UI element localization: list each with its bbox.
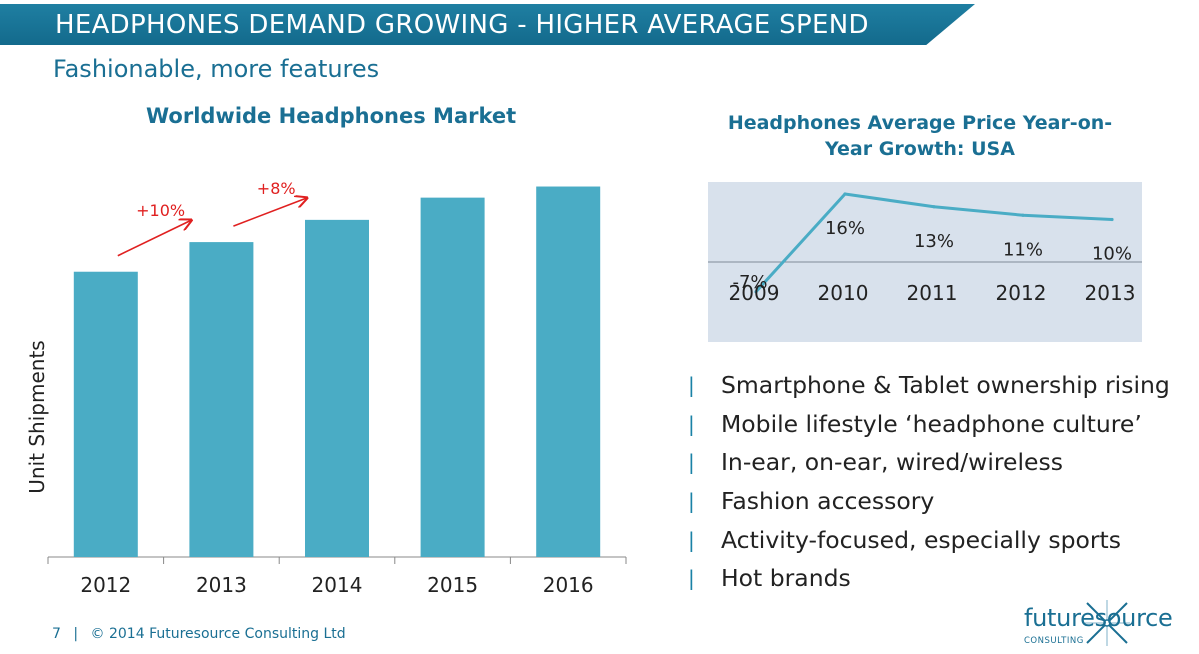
bar-2013: [189, 242, 254, 557]
growth-arrow-1: [117, 220, 192, 257]
x-tick-label-2016: 2016: [543, 573, 594, 597]
data-point-2012: [1021, 213, 1025, 217]
copyright-text: © 2014 Futuresource Consulting Ltd: [90, 626, 346, 642]
bar-2014: [305, 219, 369, 557]
bullet-text: Hot brands: [721, 564, 851, 593]
bullet-text: Activity-focused, especially sports: [721, 525, 1121, 554]
bar-chart-title: Worldwide Headphones Market: [146, 104, 517, 128]
data-label-2012: 11%: [1003, 239, 1043, 260]
bullet-marker: |: [688, 411, 695, 436]
x-tick-label-2012: 2012: [80, 573, 131, 597]
logo-wordmark: futuresource: [1024, 604, 1173, 632]
line-chart-title: Headphones Average Price Year-on-Year Gr…: [727, 112, 1113, 160]
x-tick-label-2013: 2013: [1085, 281, 1136, 305]
bullet-text: Mobile lifestyle ‘headphone culture’: [721, 409, 1142, 438]
data-label-2013: 10%: [1092, 244, 1132, 265]
futuresource-logo: futuresource CONSULTING: [1020, 598, 1180, 650]
x-tick-label-2010: 2010: [818, 281, 869, 305]
data-label-2009: -7%: [732, 272, 767, 293]
data-point-2009: [754, 290, 758, 294]
growth-label-2: +8%: [257, 179, 296, 198]
bullet-marker: |: [688, 527, 695, 552]
y-axis-label: Unit Shipments: [25, 340, 49, 493]
page-number: 7: [52, 626, 61, 642]
bullet-list: | Smartphone & Tablet ownership rising | Mo…: [688, 366, 1170, 598]
data-label-2011: 13%: [914, 231, 954, 252]
x-tick-label-2015: 2015: [427, 573, 478, 597]
footer-separator: |: [73, 626, 79, 642]
bullet-item: | Mobile lifestyle ‘headphone culture’: [688, 405, 1170, 444]
page-subtitle: Fashionable, more features: [53, 55, 380, 83]
data-label-2010: 16%: [825, 218, 865, 239]
bullet-item: | Activity-focused, especially sports: [688, 520, 1170, 559]
growth-arrow-2: [233, 198, 307, 227]
x-tick-label-2014: 2014: [312, 573, 363, 597]
bullet-item: | Fashion accessory: [688, 482, 1170, 521]
data-point-2010: [843, 192, 847, 196]
title-banner: HEADPHONES DEMAND GROWING - HIGHER AVERA…: [0, 4, 975, 45]
bullet-marker: |: [688, 373, 695, 398]
bar-chart: 2012 2013 2014 2015 2016 Unit Shipments +10% +8…: [25, 179, 627, 597]
x-tick-label-2013: 2013: [196, 573, 247, 597]
bar-2015: [420, 197, 485, 557]
data-point-2013: [1110, 217, 1114, 222]
page-title: HEADPHONES DEMAND GROWING - HIGHER AVERA…: [55, 10, 869, 40]
bullet-item: | Smartphone & Tablet ownership rising: [688, 366, 1170, 405]
line-chart: -7%2009 16% 2010 13% 2011 11% 2012 10% 2013: [708, 192, 1142, 305]
bullet-marker: |: [688, 489, 695, 514]
bullet-item: | Hot brands: [688, 559, 1170, 598]
x-tick-label-2011: 2011: [907, 281, 958, 305]
bullet-marker: |: [688, 566, 695, 591]
x-tick-label-2009: 2009: [729, 281, 780, 305]
bar-2012: [73, 271, 138, 557]
bullet-item: | In-ear, on-ear, wired/wireless: [688, 443, 1170, 482]
bullet-text: Fashion accessory: [721, 487, 935, 516]
bullet-marker: |: [688, 450, 695, 475]
logo-star-icon: [1084, 600, 1130, 646]
x-tick-label-2012: 2012: [996, 281, 1047, 305]
data-point-2011: [932, 205, 936, 209]
bullet-text: In-ear, on-ear, wired/wireless: [721, 448, 1063, 477]
bar-2016: [536, 186, 601, 557]
growth-label-1: +10%: [136, 201, 185, 220]
bullet-text: Smartphone & Tablet ownership rising: [721, 371, 1170, 400]
logo-subtitle: CONSULTING: [1024, 636, 1084, 646]
footer: 7 | © 2014 Futuresource Consulting Ltd: [52, 626, 346, 642]
